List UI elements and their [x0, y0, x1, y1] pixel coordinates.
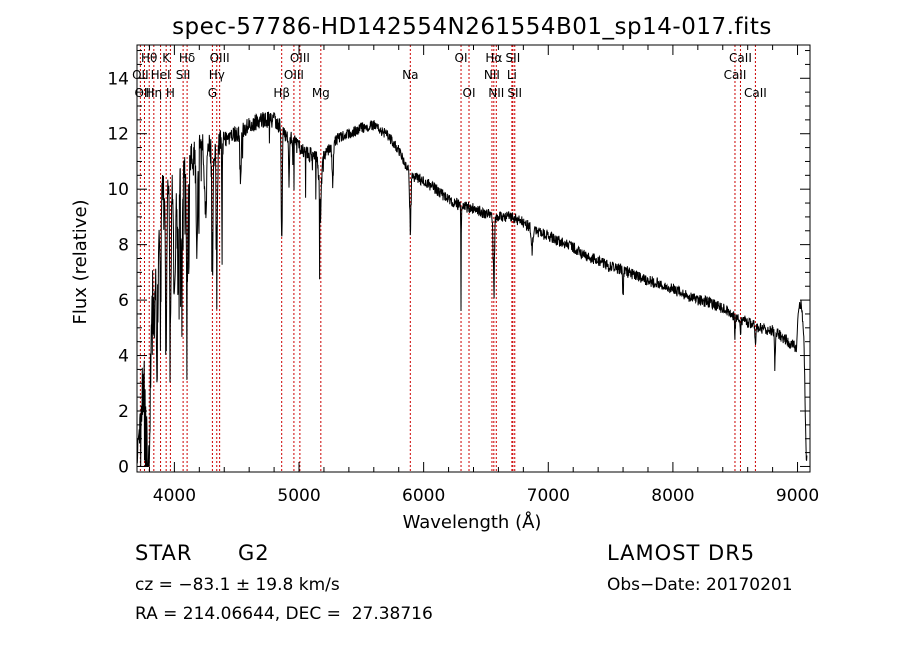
y-tick-label: 0 — [118, 457, 129, 477]
x-tick-label: 4000 — [153, 486, 196, 506]
spectral-line-label: Hβ — [273, 86, 290, 100]
spectral-line-label: Hθ — [141, 51, 157, 65]
y-tick-label: 4 — [118, 347, 129, 367]
x-tick-label: 7000 — [527, 486, 570, 506]
emission-line-markers — [139, 45, 756, 472]
spectral-line-label: G — [208, 86, 217, 100]
y-tick-label: 2 — [118, 402, 129, 422]
y-tick-label: 14 — [107, 69, 129, 89]
spectral-line-label: HeI — [151, 68, 171, 82]
spectrum-line — [136, 111, 808, 467]
redshift-velocity: cz = −83.1 ± 19.8 km/s — [135, 575, 340, 595]
spectral-line-label: OIII — [290, 51, 310, 65]
y-tick-label: 10 — [107, 180, 129, 200]
object-subclass: G2 — [238, 541, 270, 565]
spectral-line-label: K — [162, 51, 171, 65]
spectral-line-label: Na — [402, 68, 418, 82]
spectral-line-label: NII — [488, 86, 504, 100]
x-tick-label: 6000 — [402, 486, 445, 506]
y-tick-label: 8 — [118, 236, 129, 256]
spectral-line-label: SII — [506, 51, 521, 65]
survey-name: LAMOST DR5 — [607, 541, 756, 565]
spectral-line-label: Mg — [312, 86, 330, 100]
spectral-line-label: OI — [455, 51, 468, 65]
emission-line-labels: HθOIIOIIIHηHeIKHSIIHδHγGOIIIHβOIIIOIIIMg… — [132, 51, 767, 100]
y-axis-label: Flux (relative) — [70, 199, 91, 324]
spectral-line-label: SII — [507, 86, 522, 100]
spectral-line-label: Hγ — [209, 68, 225, 82]
spectral-line-label: Hδ — [179, 51, 195, 65]
spectral-line-label: SII — [176, 68, 191, 82]
x-tick-label: 9000 — [776, 486, 819, 506]
coordinates: RA = 214.06644, DEC = 27.38716 — [135, 604, 433, 624]
spectral-line-label: OII — [132, 68, 149, 82]
object-class: STAR — [135, 541, 193, 565]
spectral-line-label: OIII — [134, 86, 154, 100]
y-tick-label: 6 — [118, 291, 129, 311]
x-tick-label: 8000 — [651, 486, 694, 506]
observation-date: Obs−Date: 20170201 — [607, 575, 793, 595]
plot-frame — [136, 44, 811, 473]
spectral-line-label: OIII — [284, 68, 304, 82]
spectral-line-label: H — [166, 86, 175, 100]
spectral-line-label: Hα — [485, 51, 502, 65]
spectral-line-label: CaII — [724, 68, 747, 82]
x-axis-label: Wavelength (Å) — [403, 511, 542, 533]
axis-ticks: 4000 5000 6000 7000 8000 9000 0 2 4 6 8 10 12 14 — [107, 45, 819, 506]
spectral-line-label: CaII — [744, 86, 767, 100]
spectral-line-label: OI — [463, 86, 476, 100]
spectral-line-label: Li — [507, 68, 517, 82]
spectral-line-label: Hη — [146, 86, 163, 100]
spectral-line-label: CaII — [729, 51, 752, 65]
x-tick-label: 5000 — [277, 486, 320, 506]
spectral-line-label: NII — [484, 68, 500, 82]
chart-title: spec-57786-HD142554N261554B01_sp14-017.f… — [172, 14, 772, 40]
y-tick-label: 12 — [107, 125, 129, 145]
spectral-line-label: OIII — [210, 51, 230, 65]
